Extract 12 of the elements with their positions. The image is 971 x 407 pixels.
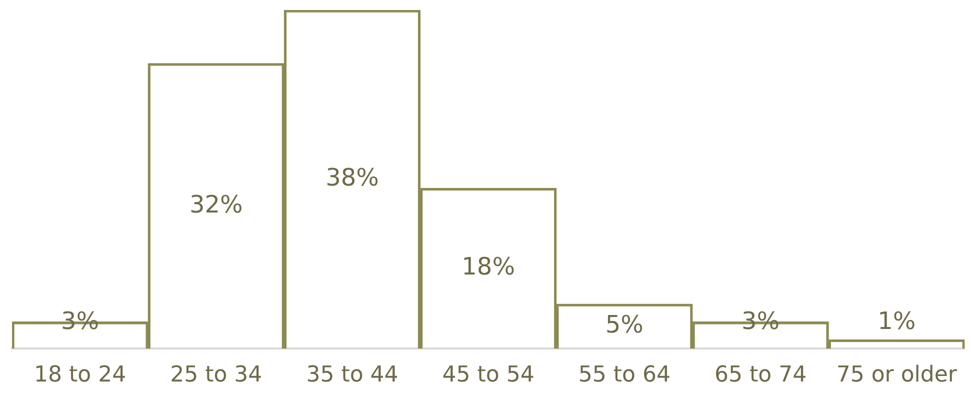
data-label: 38% bbox=[326, 164, 379, 192]
data-label: 18% bbox=[462, 252, 516, 281]
data-label: 5% bbox=[605, 310, 644, 339]
data-label: 1% bbox=[878, 306, 916, 335]
x-tick-label: 25 to 34 bbox=[170, 362, 262, 388]
x-tick-label: 65 to 74 bbox=[714, 362, 807, 388]
x-tick-label: 55 to 64 bbox=[578, 362, 670, 388]
data-label: 32% bbox=[189, 190, 243, 218]
x-tick-label: 75 or older bbox=[836, 362, 958, 388]
x-tick-label: 45 to 54 bbox=[442, 362, 534, 388]
x-tick-label: 18 to 24 bbox=[34, 362, 126, 388]
x-tick-label: 35 to 44 bbox=[306, 362, 398, 388]
